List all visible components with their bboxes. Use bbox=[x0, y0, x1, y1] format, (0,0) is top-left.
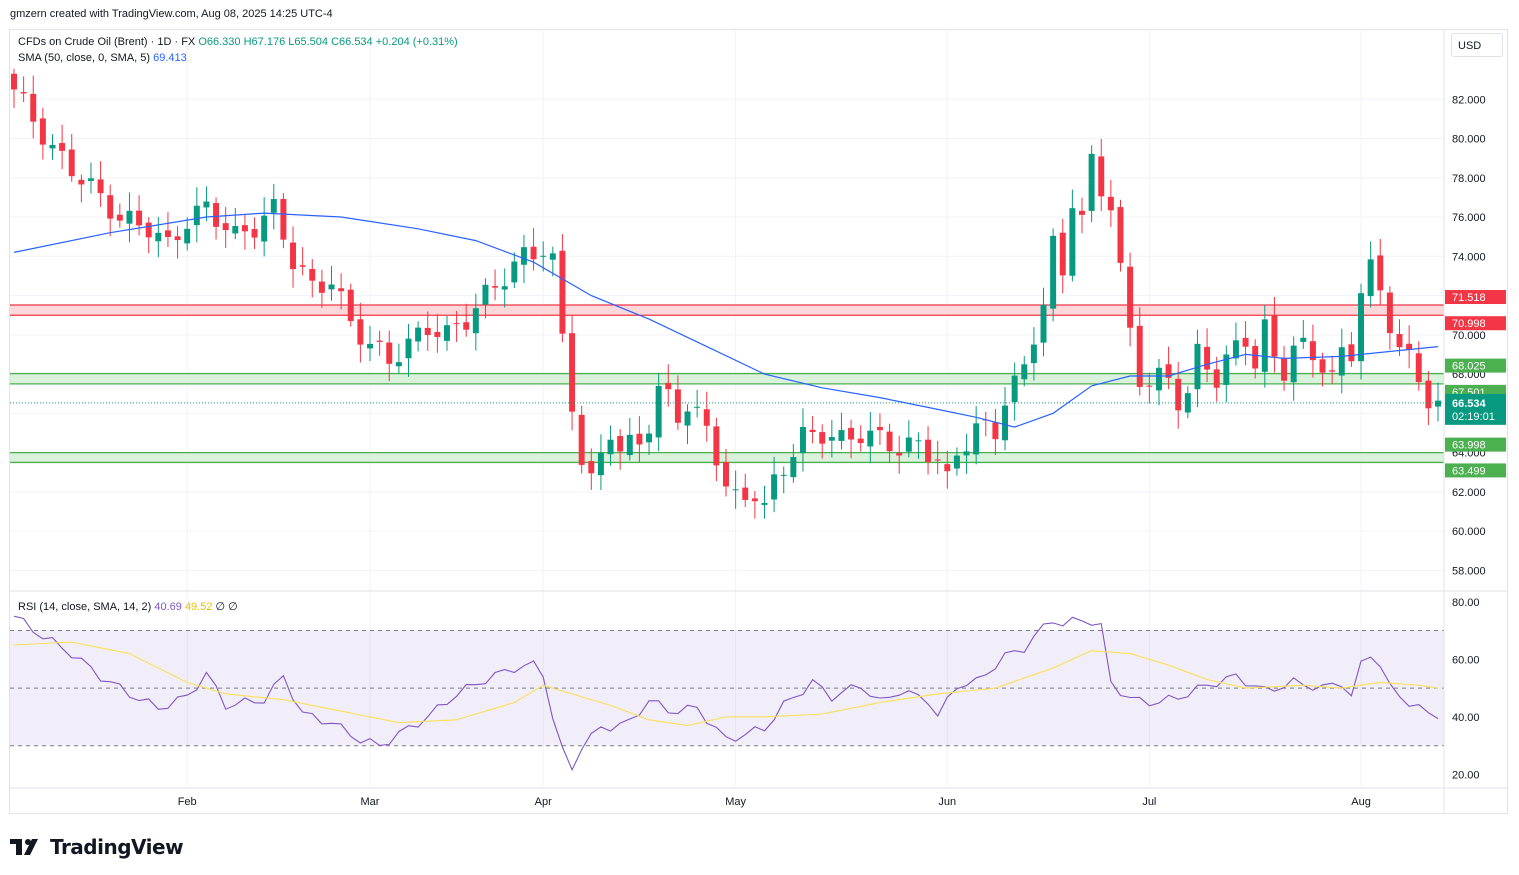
change-value: +0.204 (+0.31%) bbox=[375, 36, 458, 48]
rsi-ma-value: 49.52 bbox=[184, 601, 213, 613]
chart-frame bbox=[9, 29, 1508, 814]
sma-value: 69.413 bbox=[153, 52, 187, 64]
sma-label: SMA (50, close, 0, SMA, 5) bbox=[18, 52, 151, 64]
sma-legend: SMA (50, close, 0, SMA, 5) 69.413 bbox=[18, 52, 187, 64]
rsi-extra: ∅ ∅ bbox=[215, 601, 238, 613]
close-value: C66.534 bbox=[331, 36, 373, 48]
created-by-caption: gmzern created with TradingView.com, Aug… bbox=[10, 8, 333, 20]
price-legend: CFDs on Crude Oil (Brent) · 1D · FX O66.… bbox=[18, 36, 458, 48]
high-value: H67.176 bbox=[243, 36, 286, 48]
tradingview-logo: TradingView bbox=[10, 835, 184, 859]
rsi-label: RSI (14, close, SMA, 14, 2) bbox=[18, 601, 152, 613]
low-value: L65.504 bbox=[288, 36, 329, 48]
brand-name: TradingView bbox=[50, 835, 184, 859]
rsi-legend: RSI (14, close, SMA, 14, 2) 40.69 49.52 … bbox=[18, 600, 238, 613]
symbol-label: CFDs on Crude Oil (Brent) · 1D · FX bbox=[18, 36, 196, 48]
currency-button[interactable]: USD bbox=[1451, 33, 1503, 57]
open-value: O66.330 bbox=[198, 36, 241, 48]
rsi-value: 40.69 bbox=[154, 601, 182, 613]
tradingview-logo-icon bbox=[10, 839, 38, 855]
